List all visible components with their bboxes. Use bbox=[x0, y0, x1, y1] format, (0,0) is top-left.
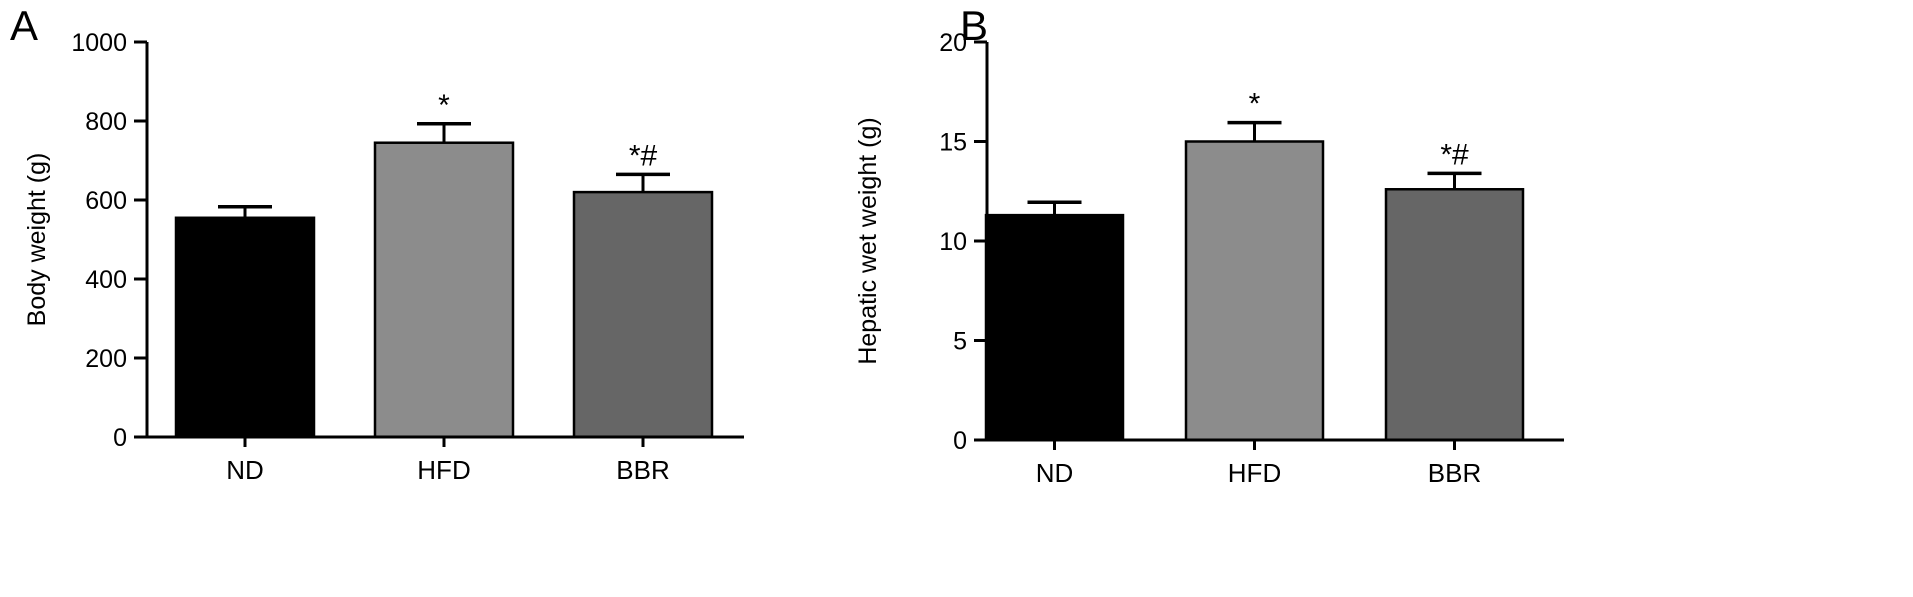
x-tick-label: BBR bbox=[616, 455, 669, 485]
y-tick-label: 15 bbox=[939, 129, 967, 157]
significance-marker: * bbox=[438, 89, 450, 122]
x-tick-label: HFD bbox=[1228, 458, 1281, 488]
significance-marker: *# bbox=[629, 139, 658, 172]
y-tick-label: 20 bbox=[939, 29, 967, 57]
y-tick-label: 400 bbox=[85, 266, 127, 294]
y-tick-label: 0 bbox=[953, 427, 967, 455]
bar-hfd bbox=[373, 141, 515, 439]
panel-letter-a: A bbox=[10, 2, 38, 49]
y-tick-label: 10 bbox=[939, 228, 967, 256]
body-weight-chart: A ND * HFD *# BBR 0 200 400 600 800 1000 Body weigh… bbox=[10, 2, 744, 485]
y-tick-label: 600 bbox=[85, 187, 127, 215]
y-tick-label: 800 bbox=[85, 108, 127, 136]
y-tick-label: 0 bbox=[113, 424, 127, 452]
panel-b: B ND * HFD *# BBR 0 5 10 15 20 Hepatic wet weight … bbox=[854, 0, 1913, 597]
plot-area: ND * HFD *# BBR 0 200 400 600 800 1000 Body weight … bbox=[23, 29, 744, 485]
x-tick-label: HFD bbox=[417, 455, 470, 485]
bar-bbr bbox=[572, 190, 714, 439]
bar-nd bbox=[174, 216, 316, 439]
plot-area: ND * HFD *# BBR 0 5 10 15 20 Hepatic wet weight (g… bbox=[854, 29, 1564, 488]
x-tick-label: ND bbox=[1036, 458, 1074, 488]
panel-a: A ND * HFD *# BBR 0 200 400 600 800 1000 Body weigh… bbox=[0, 0, 956, 597]
bar-hfd bbox=[1184, 140, 1325, 442]
y-tick-label: 200 bbox=[85, 345, 127, 373]
bar-bbr bbox=[1384, 188, 1525, 442]
x-tick-label: ND bbox=[226, 455, 264, 485]
y-tick-label: 1000 bbox=[71, 29, 127, 57]
bar-nd bbox=[984, 213, 1125, 442]
y-axis-title: Hepatic wet weight (g) bbox=[854, 117, 882, 364]
y-axis-title: Body weight (g) bbox=[23, 153, 51, 327]
y-tick-label: 5 bbox=[953, 328, 967, 356]
significance-marker: * bbox=[1249, 88, 1261, 121]
x-tick-label: BBR bbox=[1428, 458, 1481, 488]
significance-marker: *# bbox=[1440, 138, 1469, 171]
